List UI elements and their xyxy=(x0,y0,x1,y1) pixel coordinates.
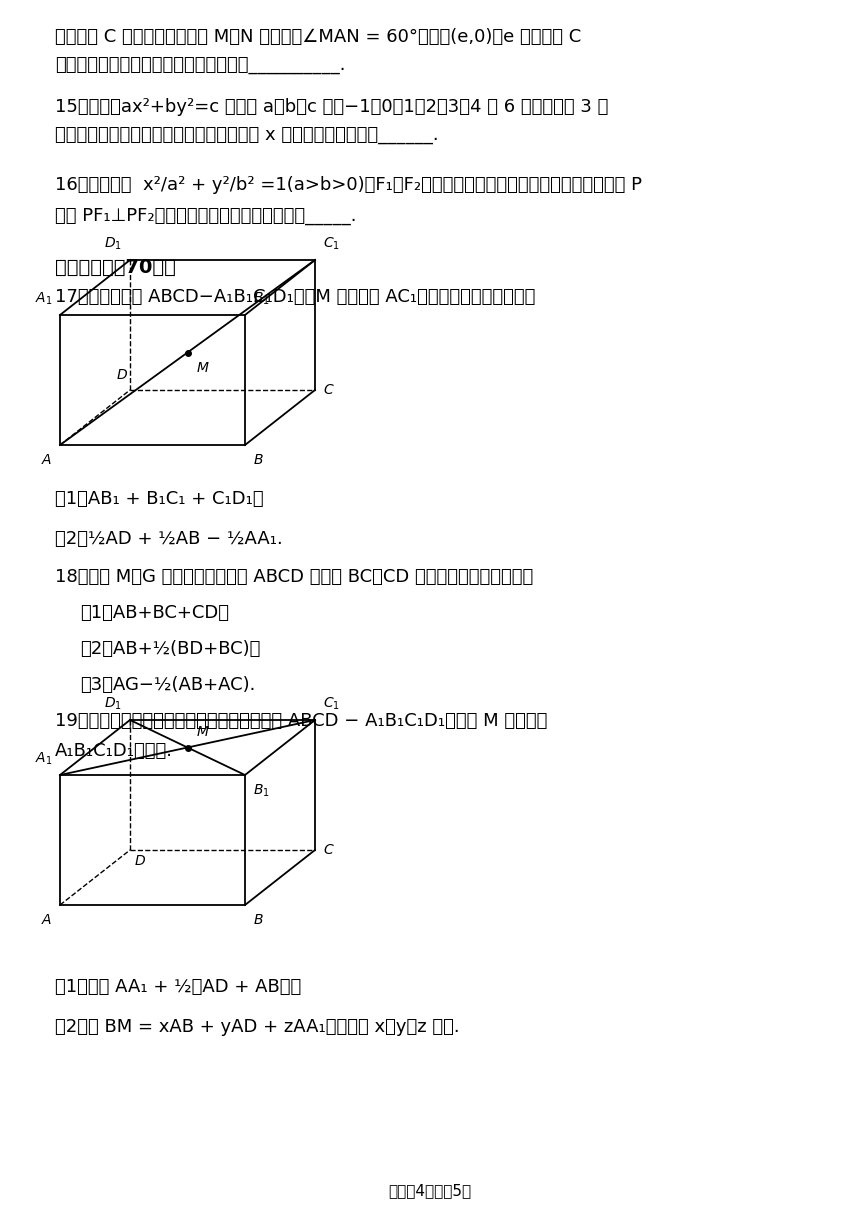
Text: 试卷第4页，共5页: 试卷第4页，共5页 xyxy=(389,1183,471,1198)
Text: $B$: $B$ xyxy=(253,913,264,927)
Text: $A_1$: $A_1$ xyxy=(34,291,52,306)
Text: $M$: $M$ xyxy=(195,360,209,375)
Text: （1）化简 AA₁ + ½（AD + AB）；: （1）化简 AA₁ + ½（AD + AB）； xyxy=(55,978,301,996)
Text: $B$: $B$ xyxy=(253,454,264,467)
Text: （2）½AD + ½AB − ½AA₁.: （2）½AD + ½AB − ½AA₁. xyxy=(55,530,283,548)
Text: $A$: $A$ xyxy=(40,913,52,927)
Text: $D_1$: $D_1$ xyxy=(104,696,122,713)
Text: 不同的数而得到，则这样的方程表示焦点在 x 轴上的椭圆的概率是______.: 不同的数而得到，则这样的方程表示焦点在 x 轴上的椭圆的概率是______. xyxy=(55,126,439,143)
Text: 的离心率）为焦点的抛物线的标准方程为__________.: 的离心率）为焦点的抛物线的标准方程为__________. xyxy=(55,56,346,74)
Text: 17．已知长方体 ABCD−A₁B₁C₁D₁中，M 是对角线 AC₁中点，化简下列表达式：: 17．已知长方体 ABCD−A₁B₁C₁D₁中，M 是对角线 AC₁中点，化简下… xyxy=(55,288,536,306)
Text: $D$: $D$ xyxy=(134,854,146,868)
Text: $B_1$: $B_1$ xyxy=(253,291,270,306)
Text: $C$: $C$ xyxy=(323,843,335,857)
Text: （3）AG−½(AB+AC).: （3）AG−½(AB+AC). xyxy=(80,676,255,694)
Text: 使得 PF₁⊥PF₂，则椭圆的离心率的取值范围为_____.: 使得 PF₁⊥PF₂，则椭圆的离心率的取值范围为_____. xyxy=(55,207,357,225)
Text: 18．已知 M，G 分别是空间四边形 ABCD 的两边 BC，CD 的中点，化简下列各式：: 18．已知 M，G 分别是空间四边形 ABCD 的两边 BC，CD 的中点，化简… xyxy=(55,568,533,586)
Text: $D_1$: $D_1$ xyxy=(104,236,122,252)
Text: （1）AB₁ + B₁C₁ + C₁D₁；: （1）AB₁ + B₁C₁ + C₁D₁； xyxy=(55,490,264,508)
Text: （2）若 BM = xAB + yAD + zAA₁，求实数 x，y，z 的值.: （2）若 BM = xAB + yAD + zAA₁，求实数 x，y，z 的值. xyxy=(55,1018,459,1036)
Text: A₁B₁C₁D₁的中心.: A₁B₁C₁D₁的中心. xyxy=(55,742,173,760)
Text: 15．若方程ax²+by²=c 的系数 a，b，c 是从−1，0，1，2，3，4 这 6 个数中任取 3 个: 15．若方程ax²+by²=c 的系数 a，b，c 是从−1，0，1，2，3，4… xyxy=(55,98,608,116)
Text: $C$: $C$ xyxy=(323,383,335,396)
Text: 16．已知椭圆  x²/a² + y²/b² =1(a>b>0)，F₁，F₂分别是椭圆的左、右焦点，椭圆上总存在点 P: 16．已知椭圆 x²/a² + y²/b² =1(a>b>0)，F₁，F₂分别是… xyxy=(55,176,642,195)
Text: $A_1$: $A_1$ xyxy=(34,750,52,767)
Text: $D$: $D$ xyxy=(116,368,128,382)
Text: 四、解答题（70分）: 四、解答题（70分） xyxy=(55,258,176,277)
Text: （1）AB+BC+CD；: （1）AB+BC+CD； xyxy=(80,604,229,623)
Text: $A$: $A$ xyxy=(40,454,52,467)
Text: 19．如图所示，在底面为平行四边形的四棱柱 ABCD − A₁B₁C₁D₁中，设 M 是上底面: 19．如图所示，在底面为平行四边形的四棱柱 ABCD − A₁B₁C₁D₁中，设… xyxy=(55,713,547,730)
Text: （2）AB+½(BD+BC)；: （2）AB+½(BD+BC)； xyxy=(80,640,261,658)
Text: $M$: $M$ xyxy=(195,726,209,739)
Text: $C_1$: $C_1$ xyxy=(323,696,340,713)
Text: $C_1$: $C_1$ xyxy=(323,236,340,252)
Text: $B_1$: $B_1$ xyxy=(253,783,270,799)
Text: 与双曲线 C 的一条渐近线交于 M，N 两点，若∠MAN = 60°，则以(e,0)（e 为双曲线 C: 与双曲线 C 的一条渐近线交于 M，N 两点，若∠MAN = 60°，则以(e,… xyxy=(55,28,581,46)
